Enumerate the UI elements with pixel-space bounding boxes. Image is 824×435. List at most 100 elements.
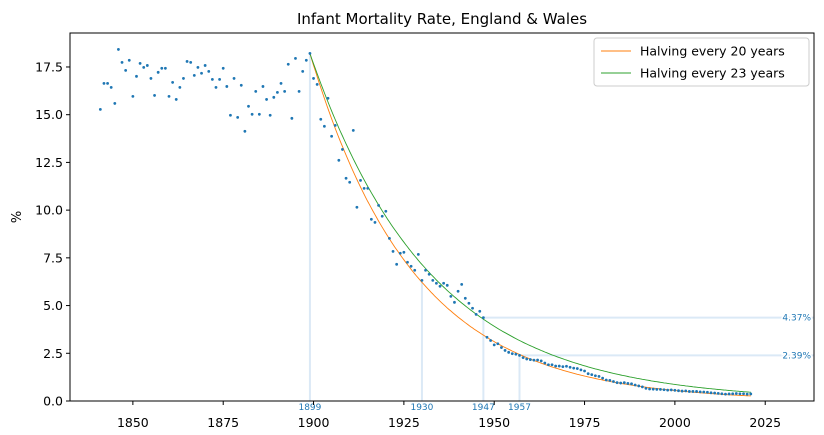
y-tick-label: 2.5: [43, 346, 63, 361]
data-point: [687, 390, 691, 393]
data-point: [507, 350, 511, 354]
data-points: [98, 48, 753, 396]
data-point: [254, 90, 258, 93]
data-point: [304, 58, 308, 62]
data-point: [691, 390, 695, 393]
data-point: [232, 77, 236, 80]
data-point: [239, 83, 243, 87]
data-point: [322, 124, 326, 128]
data-point: [518, 353, 521, 357]
data-point: [651, 387, 655, 391]
data-point: [460, 282, 464, 286]
data-point: [485, 335, 489, 339]
data-point: [698, 390, 702, 394]
data-point: [640, 385, 644, 389]
annotation-year-label: 1947: [472, 403, 495, 413]
data-point: [189, 60, 193, 64]
y-axis: 0.0 2.5 5.0 7.5 10.0 12.5 15.0 17.5: [35, 59, 70, 409]
data-point: [402, 250, 406, 254]
data-point: [362, 186, 366, 190]
data-point: [525, 357, 529, 361]
data-point: [236, 115, 240, 119]
data-point: [644, 387, 648, 390]
data-point: [413, 268, 417, 272]
data-point: [98, 107, 102, 111]
chart-title: Infant Mortality Rate, England & Wales: [297, 10, 587, 28]
data-point: [333, 123, 337, 127]
data-point: [586, 372, 590, 376]
data-point: [742, 392, 745, 396]
data-point: [171, 81, 175, 84]
data-point: [424, 268, 427, 272]
legend-label-halving20: Halving every 20 years: [640, 44, 785, 59]
data-point: [203, 64, 207, 67]
x-tick-label: 1975: [569, 415, 601, 430]
annotation-value-label: 2.39%: [782, 351, 811, 361]
annotation-labels: 1899 1930 1947 1957 4.37% 2.39%: [298, 312, 812, 413]
data-point: [214, 85, 218, 89]
data-point: [456, 289, 460, 293]
data-point: [196, 65, 200, 69]
data-point: [286, 62, 290, 66]
data-point: [496, 342, 500, 346]
data-point: [377, 203, 380, 207]
y-tick-label: 15.0: [35, 107, 63, 122]
data-point: [745, 392, 749, 396]
annotation-year-label: 1930: [410, 403, 433, 413]
data-point: [727, 392, 731, 396]
y-axis-label: %: [10, 211, 25, 223]
data-point: [395, 262, 399, 266]
data-point: [261, 85, 265, 88]
data-point: [536, 358, 539, 362]
fit-line-halving-23: [309, 53, 751, 393]
x-axis: 1850 1875 1900 1925 1950 1975 2000 2025: [117, 401, 781, 430]
data-point: [471, 306, 474, 310]
data-point: [312, 77, 315, 80]
data-point: [265, 98, 268, 101]
data-point: [514, 352, 518, 356]
data-point: [550, 363, 554, 367]
data-point: [326, 96, 330, 100]
data-point: [630, 382, 633, 386]
data-point: [554, 364, 558, 368]
x-tick-label: 1900: [298, 415, 330, 430]
legend: Halving every 20 years Halving every 23 …: [593, 37, 810, 87]
x-tick-label: 2025: [749, 415, 781, 430]
data-point: [250, 112, 254, 116]
data-point: [713, 391, 717, 395]
data-point: [348, 180, 352, 184]
y-tick-label: 0.0: [43, 394, 63, 409]
data-point: [247, 104, 250, 108]
data-point: [445, 283, 449, 287]
data-point: [626, 382, 630, 385]
data-point: [268, 113, 272, 117]
x-tick-label: 1925: [388, 415, 420, 430]
data-point: [601, 376, 605, 380]
fit-line-halving-20: [309, 53, 751, 397]
data-point: [351, 128, 355, 132]
data-point: [406, 260, 409, 264]
data-point: [612, 380, 615, 383]
data-point: [290, 116, 294, 120]
y-tick-label: 17.5: [35, 59, 63, 74]
data-point: [431, 278, 435, 282]
data-point: [163, 66, 167, 70]
data-point: [388, 236, 391, 240]
data-point: [355, 205, 359, 209]
data-point: [344, 176, 348, 180]
data-point: [120, 60, 124, 64]
data-point: [453, 300, 456, 304]
data-point: [677, 389, 680, 393]
data-point: [138, 61, 142, 65]
data-point: [124, 69, 128, 72]
data-point: [608, 378, 612, 382]
data-point: [272, 95, 276, 99]
data-point: [568, 365, 572, 369]
data-point: [384, 209, 388, 213]
data-point: [283, 90, 287, 93]
data-point: [503, 349, 507, 352]
y-tick-label: 10.0: [35, 203, 63, 218]
data-point: [724, 392, 727, 396]
y-tick-label: 12.5: [35, 155, 63, 170]
